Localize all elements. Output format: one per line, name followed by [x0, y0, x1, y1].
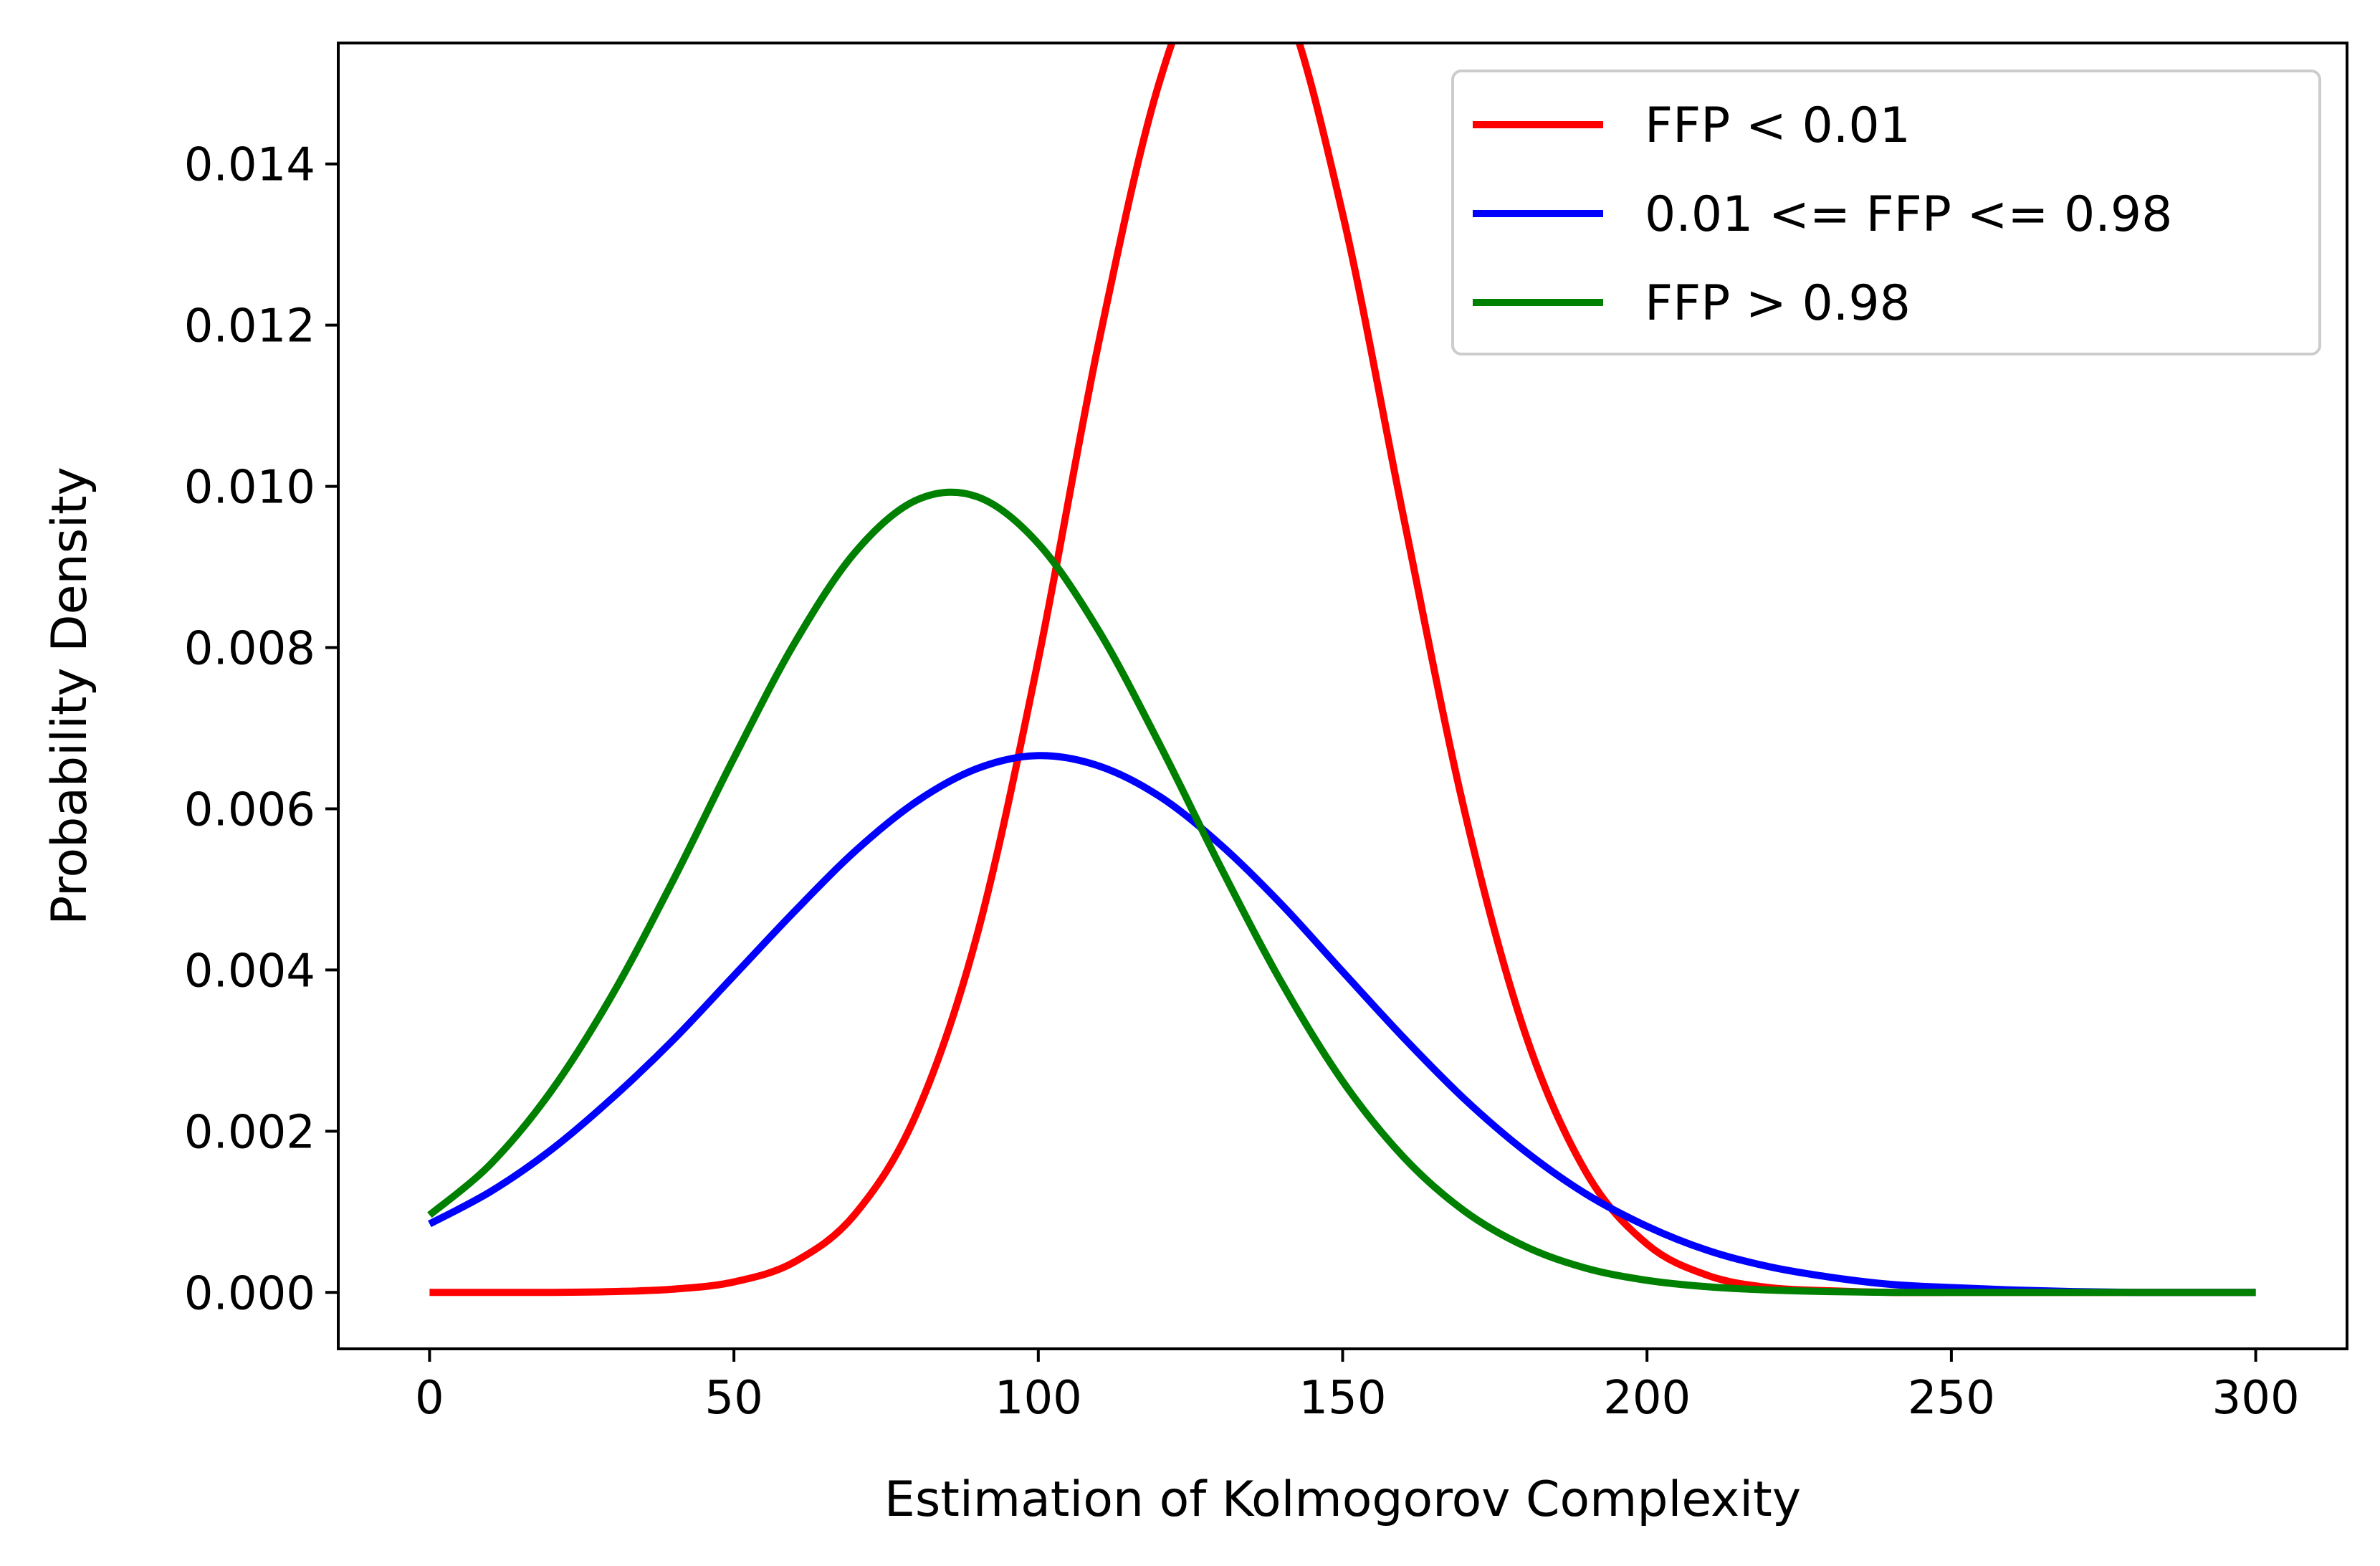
legend-box [1451, 70, 2321, 355]
legend-label-1: FFP < 0.01 [1645, 97, 1911, 154]
y-tick-label: 0.010 [184, 462, 315, 515]
x-tick-label: 150 [1299, 1372, 1386, 1425]
x-axis-title: Estimation of Kolmogorov Complexity [884, 1471, 1801, 1528]
x-tick-label: 250 [1908, 1372, 1995, 1425]
y-tick-label: 0.012 [184, 300, 315, 353]
x-tick-label: 0 [415, 1372, 444, 1425]
axes: 0 50 100 150 200 250 300 0.000 0.002 0.004 0.006 0.… [42, 42, 2348, 1528]
y-tick-label: 0.006 [184, 783, 315, 836]
y-tick-label: 0.008 [184, 623, 315, 676]
y-tick-label: 0.002 [184, 1106, 315, 1159]
x-tick-label: 100 [995, 1372, 1082, 1425]
x-tick-label: 50 [704, 1372, 763, 1425]
y-tick-label: 0.000 [184, 1267, 315, 1320]
x-tick-label: 200 [1603, 1372, 1691, 1425]
legend-label-3: FFP > 0.98 [1645, 275, 1911, 332]
series-lines [427, 43, 2256, 1297]
y-tick-label: 0.004 [184, 945, 315, 998]
x-tick-label: 300 [2212, 1372, 2300, 1425]
series-line-2 [428, 752, 2256, 1297]
plot-area [427, 43, 2256, 1297]
legend-label-2: 0.01 <= FFP <= 0.98 [1645, 186, 2172, 243]
y-tick-label: 0.014 [184, 139, 315, 192]
series-line-3 [427, 488, 2256, 1297]
y-axis-title: Probability Density [42, 467, 98, 925]
legend: FFP < 0.01 0.01 <= FFP <= 0.98 FFP > 0.98 [1451, 70, 2321, 355]
